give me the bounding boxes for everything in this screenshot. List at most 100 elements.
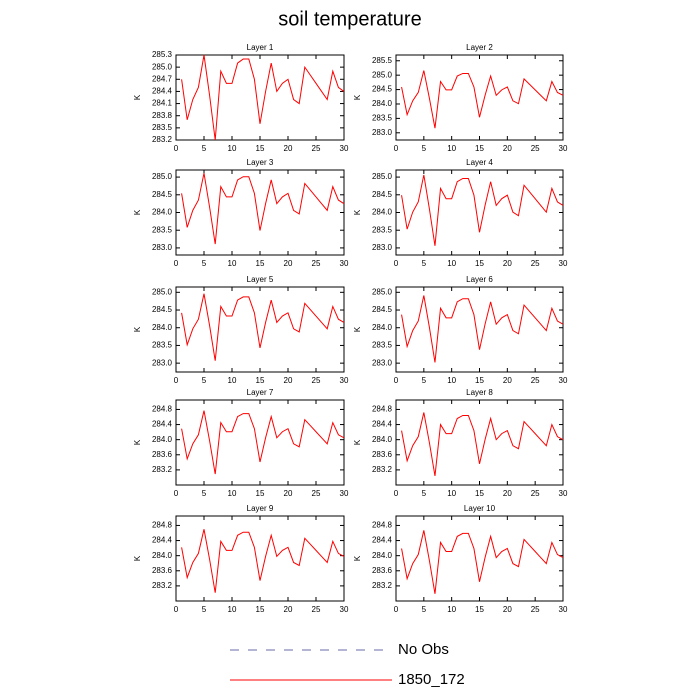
y-tick-label: 284.4 [372,536,393,545]
plot-frame [395,399,564,486]
x-tick-label: 10 [447,605,456,614]
y-tick-label: 283.6 [372,566,393,575]
x-tick-label: 15 [475,259,484,268]
x-tick-label: 5 [202,605,207,614]
x-tick-label: 15 [256,259,265,268]
panel-title: Layer 7 [247,388,274,397]
x-tick-label: 10 [447,144,456,153]
data-line [181,54,345,141]
x-tick-label: 30 [559,259,568,268]
y-tick-label: 285.0 [152,287,173,296]
panel-title: Layer 1 [247,43,274,52]
y-tick-label: 284.8 [372,521,393,530]
x-tick-label: 0 [174,376,179,385]
x-tick-label: 15 [475,489,484,498]
x-tick-label: 15 [475,605,484,614]
plot-frame [175,169,345,256]
y-tick-label: 283.0 [152,243,173,252]
x-tick-label: 0 [174,144,179,153]
y-tick-label: 285.0 [372,172,393,181]
x-tick-label: 10 [447,376,456,385]
y-axis-label: K [353,326,362,332]
x-tick-label: 0 [174,259,179,268]
y-tick-label: 283.2 [152,135,173,144]
data-line [401,174,564,246]
x-tick-label: 5 [202,376,207,385]
y-tick-label: 284.5 [152,305,173,314]
x-tick-label: 30 [559,144,568,153]
y-tick-label: 283.2 [372,465,393,474]
x-tick-label: 5 [202,259,207,268]
plot-frame [175,54,345,141]
x-tick-label: 30 [340,376,349,385]
x-tick-label: 10 [228,489,237,498]
y-tick-label: 285.0 [372,70,393,79]
x-tick-label: 15 [475,376,484,385]
x-tick-label: 10 [228,605,237,614]
y-tick-label: 283.8 [152,111,173,120]
panel-title: Layer 9 [247,504,274,513]
y-tick-label: 283.2 [372,581,393,590]
y-tick-label: 283.5 [372,341,393,350]
y-axis-label: K [353,94,362,100]
x-tick-label: 25 [531,376,540,385]
x-tick-label: 10 [447,259,456,268]
y-tick-label: 284.4 [152,420,173,429]
y-tick-label: 284.5 [372,190,393,199]
y-tick-label: 283.0 [152,358,173,367]
x-tick-label: 20 [503,376,512,385]
panel-title: Layer 2 [466,43,493,52]
x-tick-label: 20 [503,605,512,614]
y-axis-label: K [353,439,362,445]
x-tick-label: 15 [256,376,265,385]
x-tick-label: 5 [422,489,427,498]
y-tick-label: 284.8 [372,405,393,414]
plot-frame [395,286,564,373]
x-tick-label: 20 [284,376,293,385]
x-tick-label: 30 [559,376,568,385]
y-tick-label: 283.6 [152,450,173,459]
y-axis-label: K [133,209,142,215]
y-tick-label: 283.5 [372,225,393,234]
y-tick-label: 283.6 [152,566,173,575]
x-tick-label: 30 [559,605,568,614]
panel-title: Layer 10 [464,504,496,513]
x-tick-label: 0 [174,489,179,498]
plot-frame [175,399,345,486]
plot-frame [175,286,345,373]
x-tick-label: 25 [531,489,540,498]
x-tick-label: 10 [228,376,237,385]
y-tick-label: 285.0 [372,287,393,296]
x-tick-label: 20 [284,259,293,268]
y-tick-label: 284.0 [152,435,173,444]
panel-title: Layer 6 [466,275,493,284]
x-tick-label: 30 [559,489,568,498]
x-tick-label: 20 [284,605,293,614]
data-line [181,410,345,475]
y-tick-label: 283.2 [152,581,173,590]
x-tick-label: 20 [503,489,512,498]
y-axis-label: K [133,94,142,100]
x-tick-label: 15 [256,144,265,153]
y-tick-label: 285.0 [152,62,173,71]
x-tick-label: 25 [312,259,321,268]
y-tick-label: 284.0 [152,208,173,217]
y-tick-label: 283.6 [372,450,393,459]
plot-frame [175,515,345,602]
y-tick-label: 284.5 [152,190,173,199]
y-tick-label: 284.4 [152,536,173,545]
x-tick-label: 25 [312,605,321,614]
y-tick-label: 284.0 [152,551,173,560]
plot-frame [395,54,564,141]
x-tick-label: 5 [202,144,207,153]
x-tick-label: 30 [340,144,349,153]
x-tick-label: 30 [340,489,349,498]
x-tick-label: 0 [394,259,399,268]
x-tick-label: 10 [447,489,456,498]
y-tick-label: 284.0 [372,208,393,217]
x-tick-label: 15 [256,489,265,498]
x-tick-label: 20 [503,144,512,153]
data-line [181,529,345,593]
y-tick-label: 285.5 [372,56,393,65]
